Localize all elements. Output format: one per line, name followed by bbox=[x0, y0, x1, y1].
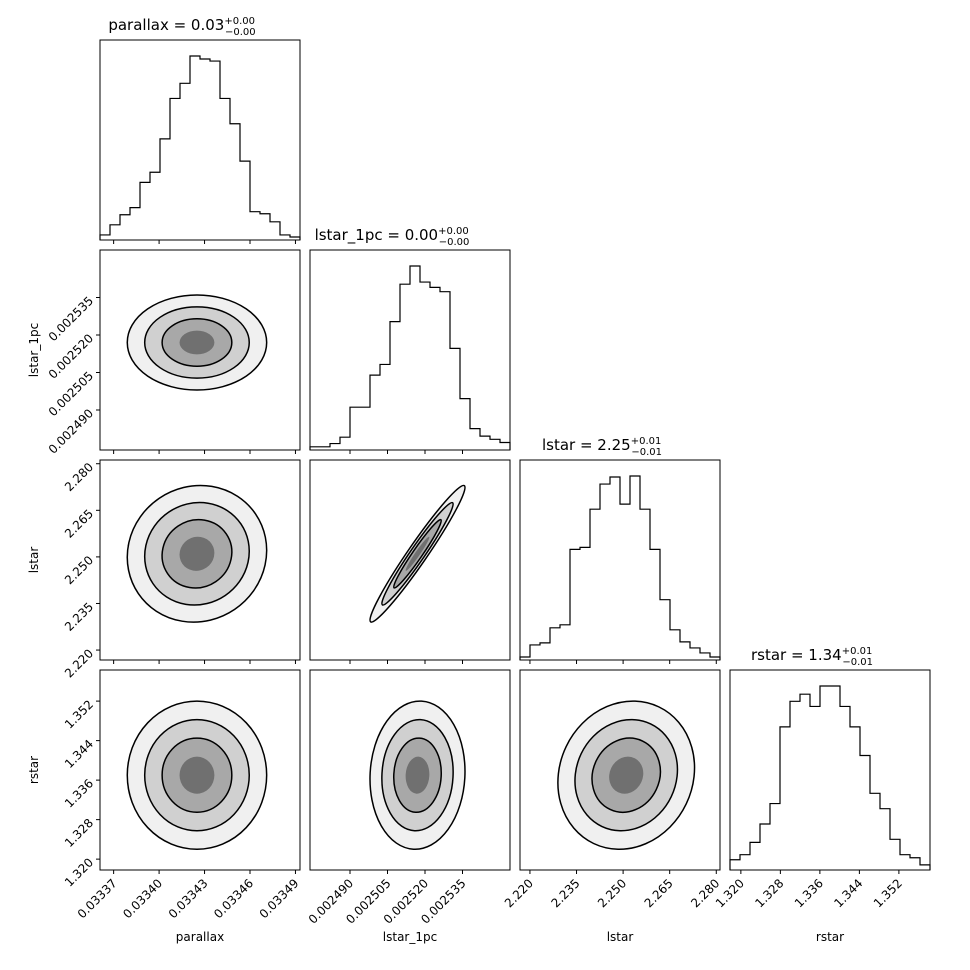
contour-level-4 bbox=[405, 756, 430, 794]
contour-level-4 bbox=[405, 536, 430, 571]
panel-lstar-vs-lstar: lstar = 2.25+0.01 −0.01 bbox=[519, 436, 721, 664]
title-lstar: lstar = 2.25+0.01 −0.01 bbox=[542, 436, 662, 458]
x-tick-label: 0.03340 bbox=[120, 876, 165, 921]
x-tick-label: 1.336 bbox=[792, 876, 826, 910]
x-tick-label: 1.320 bbox=[713, 876, 747, 910]
panel-frame bbox=[99, 39, 301, 241]
panel-frame bbox=[309, 459, 511, 661]
x-tick-label: 0.03343 bbox=[166, 876, 211, 921]
contour-level-4 bbox=[179, 330, 215, 355]
panel-frame bbox=[99, 669, 301, 871]
title-minus-error: −0.01 bbox=[631, 447, 662, 458]
panel-frame bbox=[519, 459, 721, 661]
panel-rstar-vs-rstar: rstar = 1.34+0.01 −0.011.320 1.328 1.336 1.3… bbox=[713, 646, 931, 910]
y-tick-label: 2.250 bbox=[62, 553, 96, 587]
x-tick-label: 0.03349 bbox=[257, 876, 302, 921]
title-lstar_1pc: lstar_1pc = 0.00+0.00 −0.00 bbox=[315, 226, 470, 248]
x-tick-label: 0.03346 bbox=[211, 876, 256, 921]
x-tick-label: 1.344 bbox=[831, 876, 865, 910]
panel-rstar-vs-parallax: 0.03337 0.03340 0.03343 0.03346 0.03349 1.320… bbox=[62, 669, 302, 921]
contour-level-4 bbox=[609, 756, 644, 794]
y-tick-label: 2.265 bbox=[62, 507, 96, 541]
x-axis-label-parallax: parallax bbox=[176, 930, 224, 944]
panel-frame bbox=[99, 459, 301, 661]
y-tick-label: 1.344 bbox=[62, 737, 96, 771]
x-axis-label-rstar: rstar bbox=[816, 930, 844, 944]
title-plus-error: +0.00 bbox=[438, 226, 469, 237]
title-minus-error: −0.00 bbox=[439, 237, 470, 248]
y-axis-label-lstar_1pc: lstar_1pc bbox=[27, 323, 41, 377]
contour-level-4 bbox=[179, 756, 215, 794]
histogram-lstar bbox=[519, 475, 721, 660]
y-tick-label: 1.320 bbox=[62, 855, 96, 889]
histogram-lstar_1pc bbox=[309, 265, 511, 450]
x-tick-label: 2.265 bbox=[642, 876, 676, 910]
panel-frame bbox=[519, 669, 721, 871]
y-tick-label: 2.280 bbox=[62, 460, 96, 494]
panel-lstar-vs-lstar_1pc bbox=[309, 459, 511, 664]
title-parallax: parallax = 0.03+0.00 −0.00 bbox=[108, 16, 255, 38]
y-axis-label-rstar: rstar bbox=[27, 756, 41, 784]
x-tick-label: 0.03337 bbox=[75, 876, 120, 921]
y-axis-label-lstar: lstar bbox=[27, 547, 41, 574]
panel-frame bbox=[309, 249, 511, 451]
panel-frame bbox=[99, 249, 301, 451]
x-tick-label: 2.220 bbox=[502, 876, 536, 910]
y-tick-label: 1.352 bbox=[62, 697, 96, 731]
y-tick-label: 2.220 bbox=[62, 646, 96, 680]
x-tick-label: 1.328 bbox=[752, 876, 786, 910]
panel-lstar-vs-parallax: 2.220 2.235 2.250 2.265 2.280 bbox=[62, 459, 301, 680]
y-tick-label: 1.328 bbox=[62, 816, 96, 850]
title-minus-error: −0.01 bbox=[842, 657, 873, 668]
x-axis-label-lstar: lstar bbox=[607, 930, 634, 944]
histogram-rstar bbox=[729, 685, 931, 870]
panel-lstar_1pc-vs-lstar_1pc: lstar_1pc = 0.00+0.00 −0.00 bbox=[309, 226, 511, 454]
panel-frame bbox=[729, 669, 931, 871]
title-minus-error: −0.00 bbox=[225, 27, 256, 38]
histogram-parallax bbox=[99, 55, 301, 240]
x-tick-label: 2.235 bbox=[548, 876, 582, 910]
panel-rstar-vs-lstar: 2.220 2.235 2.250 2.265 2.280 bbox=[502, 669, 722, 910]
contour-level-4 bbox=[179, 536, 215, 571]
x-tick-label: 1.352 bbox=[871, 876, 905, 910]
x-axis-label-lstar_1pc: lstar_1pc bbox=[383, 930, 437, 944]
title-plus-error: +0.01 bbox=[842, 646, 873, 657]
title-rstar: rstar = 1.34+0.01 −0.01 bbox=[751, 646, 873, 668]
y-tick-label: 1.336 bbox=[62, 776, 96, 810]
title-plus-error: +0.00 bbox=[224, 16, 255, 27]
y-tick-label: 2.235 bbox=[62, 600, 96, 634]
title-plus-error: +0.01 bbox=[631, 436, 662, 447]
panel-frame bbox=[309, 669, 511, 871]
x-tick-label: 2.250 bbox=[595, 876, 629, 910]
panel-parallax-vs-parallax: parallax = 0.03+0.00 −0.00 bbox=[99, 16, 301, 244]
